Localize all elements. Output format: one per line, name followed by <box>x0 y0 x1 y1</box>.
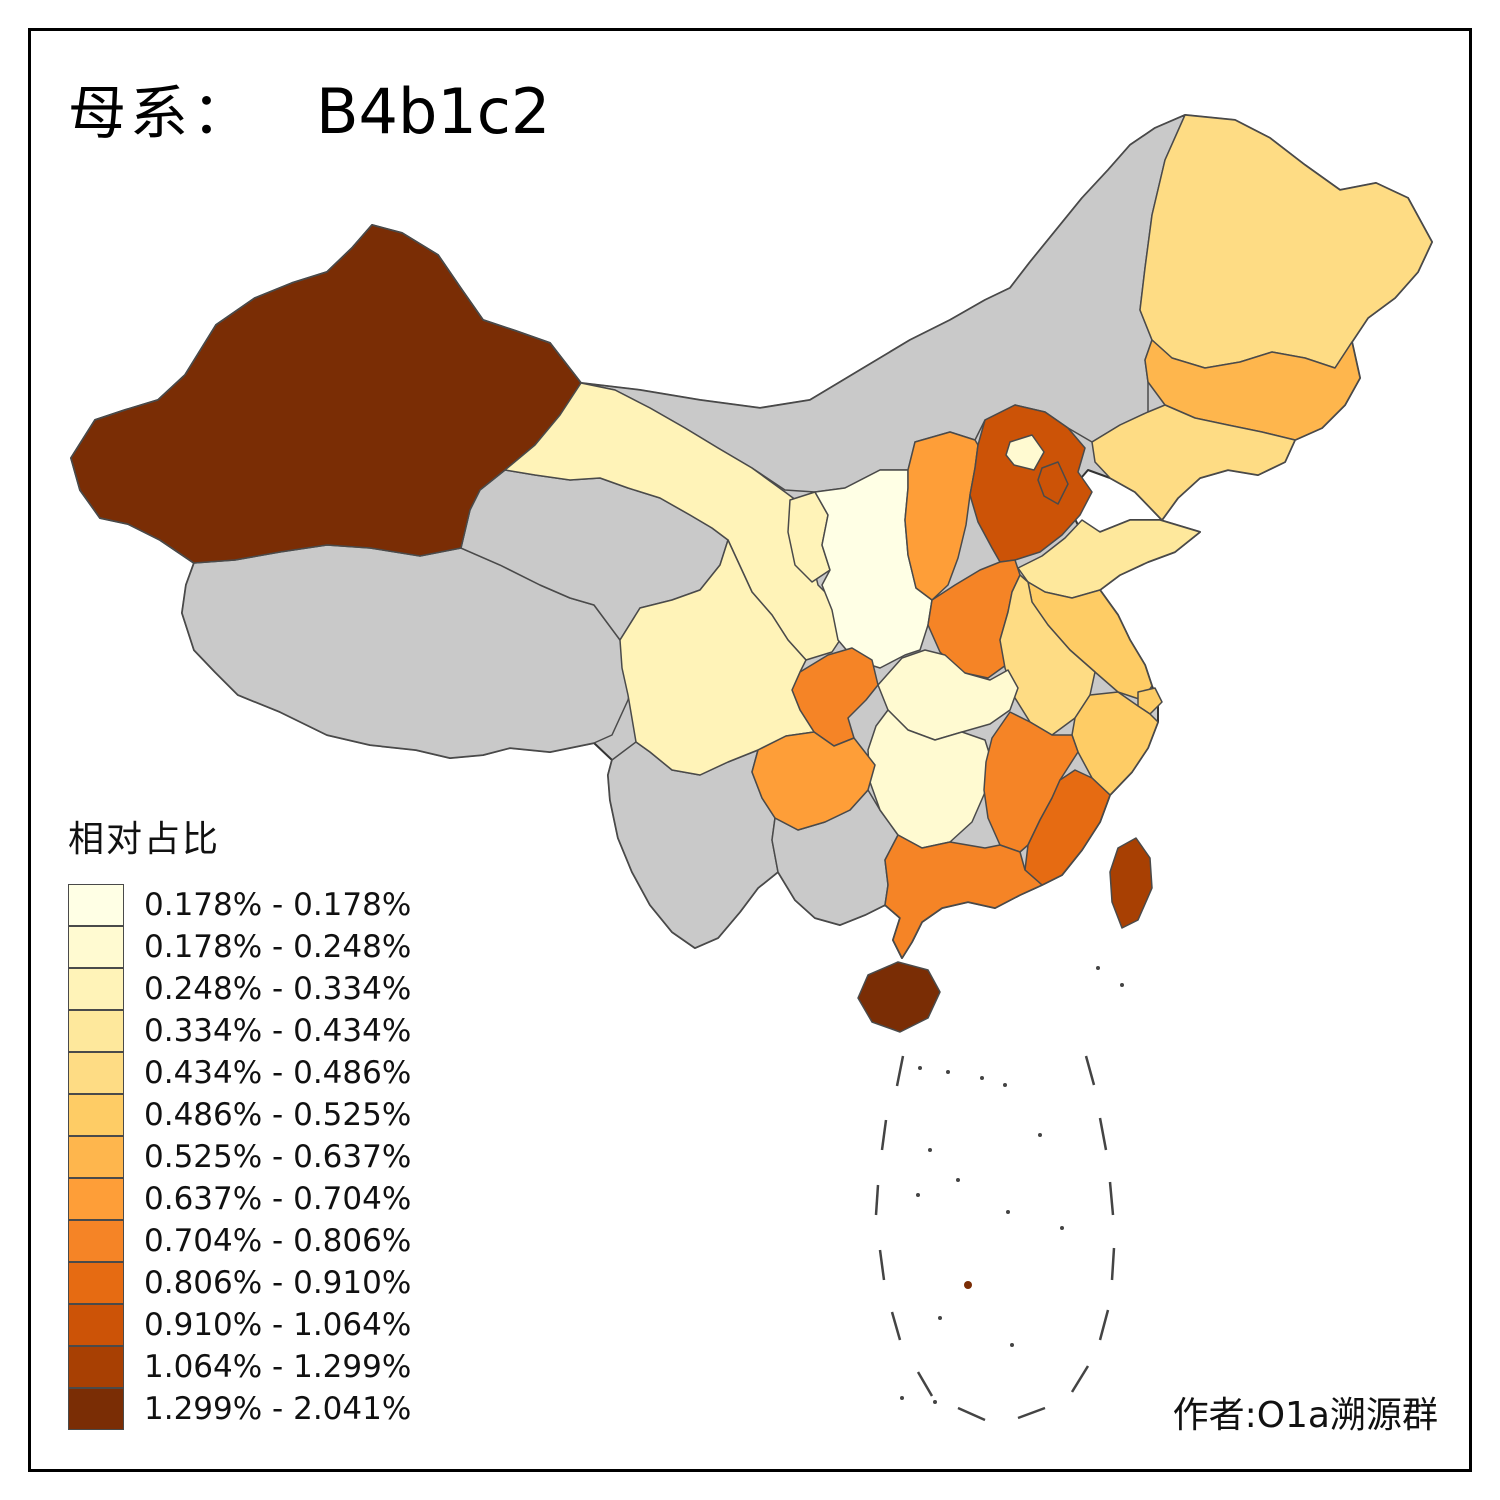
islet-dot <box>956 1178 960 1182</box>
legend-swatch <box>68 1093 124 1136</box>
legend-row: 0.178% - 0.178% <box>68 883 412 926</box>
legend-row: 0.806% - 0.910% <box>68 1261 412 1304</box>
legend-swatch <box>68 925 124 968</box>
legend-label: 0.637% - 0.704% <box>144 1181 412 1217</box>
province-layer <box>70 114 1433 1033</box>
nine-dash-segment <box>957 1406 986 1422</box>
legend-title: 相对占比 <box>68 819 221 860</box>
province-taiwan <box>1109 837 1153 929</box>
legend-swatch <box>68 1177 124 1220</box>
legend-row: 0.334% - 0.434% <box>68 1009 412 1052</box>
south-china-sea-marks <box>874 966 1124 1422</box>
province-guizhou <box>751 731 876 831</box>
legend-label: 0.334% - 0.434% <box>144 1013 412 1049</box>
province-shanghai <box>1137 687 1163 715</box>
legend-swatch <box>68 1387 124 1430</box>
nine-dash-segment <box>880 1119 888 1151</box>
islet-dot <box>1038 1133 1042 1137</box>
province-shanxi <box>904 431 979 601</box>
legend-label: 0.178% - 0.178% <box>144 887 412 923</box>
province-fujian <box>1024 769 1111 886</box>
legend-row: 0.525% - 0.637% <box>68 1135 412 1178</box>
islet-dot <box>964 1281 972 1289</box>
nine-dash-segment <box>1110 1247 1116 1281</box>
legend-swatch <box>68 1219 124 1262</box>
legend-row: 0.434% - 0.486% <box>68 1051 412 1094</box>
legend-label: 0.525% - 0.637% <box>144 1139 412 1175</box>
islet-dot <box>1060 1226 1064 1230</box>
nine-dash-segment <box>1098 1309 1110 1341</box>
nine-dash-segment <box>1070 1365 1090 1393</box>
islet-dot <box>946 1070 950 1074</box>
legend-swatch <box>68 1009 124 1052</box>
nine-dash-segment <box>874 1184 880 1216</box>
nine-dash-segment <box>1108 1181 1115 1216</box>
islet-dot <box>900 1396 904 1400</box>
legend-swatch <box>68 1261 124 1304</box>
province-liaoning <box>1091 404 1296 521</box>
nine-dash-segment <box>890 1311 902 1341</box>
legend-label: 0.248% - 0.334% <box>144 971 412 1007</box>
legend-label: 0.178% - 0.248% <box>144 929 412 965</box>
map-legend: 相对占比 0.178% - 0.178% 0.178% - 0.248% 0.248… <box>68 810 411 1430</box>
islet-dot <box>918 1066 922 1070</box>
islet-dot <box>1003 1083 1007 1087</box>
province-hebei <box>969 404 1093 563</box>
nine-dash-segment <box>916 1371 934 1397</box>
author-credit: 作者:O1a溯源群 <box>1172 1395 1438 1436</box>
province-heilongjiang <box>1139 114 1433 369</box>
legend-swatch <box>68 967 124 1010</box>
islet-dot <box>1120 983 1124 987</box>
legend-swatch <box>68 1303 124 1346</box>
title-label: 母系： <box>68 79 255 147</box>
islet-dot <box>1010 1343 1014 1347</box>
islet-dot <box>938 1316 942 1320</box>
legend-row: 1.064% - 1.299% <box>68 1345 412 1388</box>
islet-dot <box>933 1400 937 1404</box>
islet-dot <box>1006 1210 1010 1214</box>
nine-dash-segment <box>1017 1406 1046 1420</box>
legend-swatch <box>68 883 124 926</box>
legend-label: 0.704% - 0.806% <box>144 1223 412 1259</box>
legend-label: 0.910% - 1.064% <box>144 1307 412 1343</box>
legend-swatch <box>68 1135 124 1178</box>
legend-row: 0.486% - 0.525% <box>68 1093 412 1136</box>
province-beijing <box>1005 434 1045 471</box>
legend-label: 0.806% - 0.910% <box>144 1265 412 1301</box>
legend-row: 0.248% - 0.334% <box>68 967 412 1010</box>
province-tianjin <box>1037 461 1069 505</box>
legend-label: 1.064% - 1.299% <box>144 1349 412 1385</box>
legend-row: 1.299% - 2.041% <box>68 1387 412 1430</box>
nine-dash-segment <box>1098 1117 1108 1151</box>
islet-dot <box>916 1193 920 1197</box>
legend-row: 0.910% - 1.064% <box>68 1303 412 1346</box>
legend-label: 0.434% - 0.486% <box>144 1055 412 1091</box>
legend-swatch <box>68 1345 124 1388</box>
page-title: 母系： B4b1c2 <box>68 66 550 150</box>
legend-row: 0.704% - 0.806% <box>68 1219 412 1262</box>
legend-row: 0.178% - 0.248% <box>68 925 412 968</box>
province-sichuan <box>619 539 815 776</box>
nine-dash-segment <box>878 1249 886 1281</box>
nine-dash-segment <box>895 1055 905 1087</box>
legend-row: 0.637% - 0.704% <box>68 1177 412 1220</box>
province-guangdong <box>884 834 1043 959</box>
legend-label: 1.299% - 2.041% <box>144 1391 412 1427</box>
islet-dot <box>1096 966 1100 970</box>
islet-dot <box>928 1148 932 1152</box>
legend-swatch <box>68 1051 124 1094</box>
legend-rows: 0.178% - 0.178% 0.178% - 0.248% 0.248% - 0… <box>68 883 412 1430</box>
legend-label: 0.486% - 0.525% <box>144 1097 412 1133</box>
title-haplogroup: B4b1c2 <box>316 75 551 148</box>
nine-dash-segment <box>1084 1055 1096 1086</box>
province-hainan <box>857 961 941 1033</box>
islet-dot <box>980 1076 984 1080</box>
